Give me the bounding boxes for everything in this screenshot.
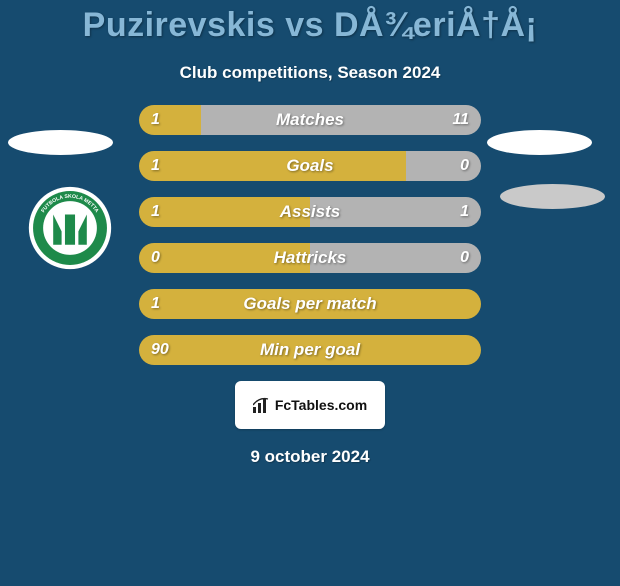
fctables-label: FcTables.com xyxy=(275,397,367,413)
page-title: Puzirevskis vs DÅ¾eriÅ†Å¡ xyxy=(0,6,620,45)
player-right-placeholder-1 xyxy=(487,130,592,155)
stat-row: Min per goal90 xyxy=(139,335,481,365)
player-right-placeholder-2 xyxy=(500,184,605,209)
stat-row: Assists11 xyxy=(139,197,481,227)
stat-row: Goals per match1 xyxy=(139,289,481,319)
stat-row: Goals10 xyxy=(139,151,481,181)
bar-chart-icon xyxy=(253,397,271,413)
comparison-rows: Matches111 Goals10 Assists11 Hattricks00 Goa… xyxy=(139,105,481,365)
stat-row: Hattricks00 xyxy=(139,243,481,273)
club-badge-bottom-text: 2006 xyxy=(63,244,77,251)
footer-date: 9 october 2024 xyxy=(0,447,620,467)
club-badge: FUTBOLA SKOLA METTA 2006 xyxy=(28,186,112,270)
player-left-placeholder-1 xyxy=(8,130,113,155)
svg-text:2006: 2006 xyxy=(63,244,77,251)
stat-row: Matches111 xyxy=(139,105,481,135)
fctables-badge: FcTables.com xyxy=(235,381,385,429)
subtitle: Club competitions, Season 2024 xyxy=(0,63,620,83)
